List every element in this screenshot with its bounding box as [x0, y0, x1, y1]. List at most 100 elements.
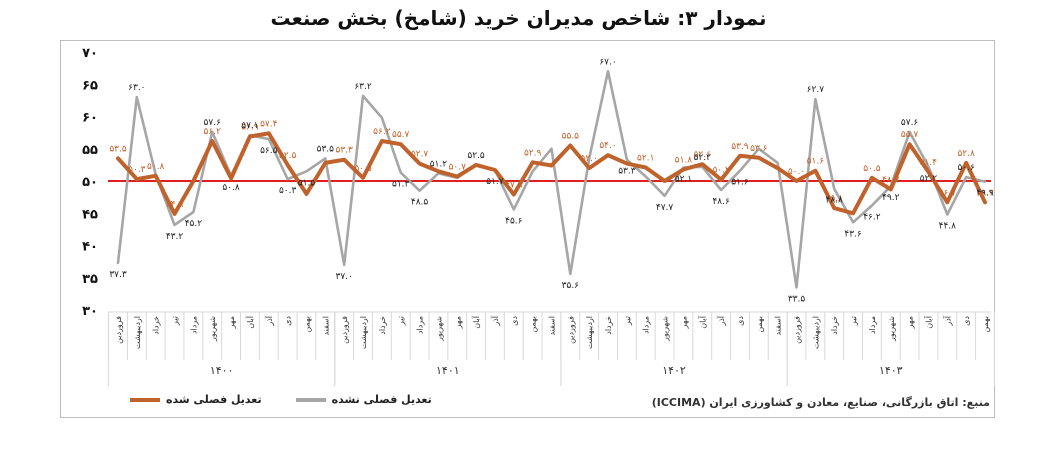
y-tick-label: ۶۵: [82, 78, 98, 93]
y-tick-label: ۵۰: [82, 175, 98, 190]
data-label-seasonal: ۵۵.۵: [562, 132, 580, 142]
month-label: اسفند: [548, 316, 557, 336]
month-label: شهریور: [434, 316, 443, 342]
data-label-seasonal: ۵۲.۹: [524, 148, 542, 158]
data-label-nonseasonal: ۴۷.۷: [656, 203, 674, 213]
data-label-seasonal: ۵۳.۵: [109, 144, 127, 154]
data-label-seasonal: ۴۷.۹: [505, 181, 523, 191]
y-tick-label: ۵۵: [82, 143, 98, 158]
y-tick-label: ۳۰: [82, 304, 98, 319]
month-label: مرداد: [189, 316, 198, 334]
data-label-seasonal: ۵۲.۵: [279, 151, 297, 161]
month-label: تیر: [849, 316, 858, 326]
data-label-seasonal: ۵۱.۶: [807, 157, 825, 167]
month-label: مرداد: [868, 316, 877, 334]
month-label: بهمن: [302, 316, 311, 333]
legend-label-seasonal: تعدیل فصلی شده: [166, 393, 262, 406]
month-label: بهمن: [529, 316, 538, 333]
month-label: تیر: [171, 316, 180, 326]
year-label: ۱۴۰۳: [879, 364, 903, 377]
month-label: آبان: [923, 315, 933, 329]
data-label-nonseasonal: ۶۳.۲: [354, 82, 372, 92]
month-label: آبان: [697, 315, 707, 329]
month-label: دی: [510, 316, 519, 326]
data-label-nonseasonal: ۵۱.۳: [392, 180, 410, 190]
month-label: اسفند: [321, 316, 330, 336]
data-label-seasonal: ۵۱.۴: [920, 158, 938, 168]
data-label-nonseasonal: ۶۷.۰: [599, 57, 616, 67]
data-label-nonseasonal: ۵۳.۳: [618, 167, 636, 177]
data-label-seasonal: ۵۷.۴: [260, 119, 278, 129]
data-label-nonseasonal: ۴۸.۵: [411, 198, 429, 208]
source-note: منبع: اتاق بازرگانی، صنایع، معادن و کشاو…: [651, 396, 990, 409]
data-label-seasonal: ۴۵.۸: [826, 194, 844, 204]
month-label: آذر: [942, 315, 952, 326]
data-label-nonseasonal: ۴۳.۲: [166, 232, 184, 242]
month-label: آذر: [490, 315, 500, 326]
data-label-seasonal: ۵۶.۲: [373, 127, 391, 137]
data-label-nonseasonal: ۴۹.۹: [976, 189, 994, 199]
data-label-nonseasonal: ۳۵.۶: [562, 281, 580, 291]
y-tick-label: ۳۵: [82, 272, 98, 287]
data-label-nonseasonal: ۳۷.۳: [109, 270, 127, 280]
data-label-nonseasonal: ۵۲.۱: [675, 174, 692, 184]
month-label: شهریور: [661, 316, 670, 342]
data-label-nonseasonal: ۶۲.۷: [807, 85, 825, 95]
month-label: اسفند: [774, 316, 783, 336]
data-label-nonseasonal: ۵۷.۶: [204, 118, 222, 128]
data-label-nonseasonal: ۵۱.۲: [430, 159, 448, 169]
month-label: مهر: [227, 316, 236, 329]
data-label-seasonal: ۵۳.۶: [750, 144, 768, 154]
data-label-nonseasonal: ۴۴.۸: [939, 222, 957, 232]
data-label-nonseasonal: ۶۳.۰: [128, 83, 145, 93]
data-label-nonseasonal: ۴۹.۲: [882, 193, 900, 203]
data-label-seasonal: ۴۸.۷: [882, 175, 900, 185]
month-label: اردیبهشت: [811, 316, 820, 349]
month-label: خرداد: [152, 316, 161, 335]
month-label: فروردین: [566, 316, 575, 344]
y-tick-label: ۴۵: [82, 207, 98, 222]
legend-item-nonseasonal: تعدیل فصلی نشده: [295, 393, 432, 406]
data-label-nonseasonal: ۵۰.۳: [279, 186, 297, 196]
data-label-nonseasonal: ۵۰.۸: [222, 183, 240, 193]
chart-frame: [60, 40, 995, 418]
data-label-seasonal: ۵۱.۸: [675, 155, 693, 165]
data-label-nonseasonal: ۵۶.۵: [260, 146, 278, 156]
data-label-seasonal: ۵۲.۱: [637, 153, 654, 163]
month-label: مهر: [679, 316, 688, 329]
legend-swatch-nonseasonal: [295, 397, 326, 402]
data-label-seasonal: ۵۲.۸: [957, 149, 975, 159]
data-label-seasonal: ۵۶.۲: [204, 127, 222, 137]
data-label-seasonal: ۵۴.۰: [599, 141, 616, 151]
month-label: خرداد: [604, 316, 613, 335]
month-label: مرداد: [642, 316, 651, 334]
data-label-seasonal: ۵۲.۷: [411, 150, 429, 160]
data-label-seasonal: ۵۵.۷: [392, 130, 410, 140]
data-label-nonseasonal: ۴۸.۶: [712, 197, 730, 207]
month-label: تیر: [623, 316, 632, 326]
data-label-nonseasonal: ۳۳.۵: [788, 294, 806, 304]
month-label: فروردین: [340, 316, 349, 344]
data-label-nonseasonal: ۵۰.۶: [957, 163, 975, 173]
data-label-seasonal: ۵۳.۳: [335, 146, 353, 156]
data-label-nonseasonal: ۵۳.۵: [317, 144, 335, 154]
data-label-nonseasonal: ۴۵.۲: [185, 219, 203, 229]
data-label-seasonal: ۵۰.۳: [128, 165, 146, 175]
month-label: بهمن: [981, 316, 990, 333]
year-label: ۱۴۰۲: [662, 364, 686, 377]
legend-label-nonseasonal: تعدیل فصلی نشده: [331, 393, 432, 406]
month-label: شهریور: [887, 316, 896, 342]
month-label: دی: [284, 316, 293, 326]
month-label: فروردین: [114, 316, 123, 344]
data-label-nonseasonal: ۵۲.۲: [920, 174, 938, 184]
month-label: دی: [962, 316, 971, 326]
data-label-seasonal: ۴۶.۷: [976, 188, 994, 198]
month-label: شهریور: [208, 316, 217, 342]
month-label: اردیبهشت: [133, 316, 142, 349]
data-label-seasonal: ۴۶.۷: [939, 188, 957, 198]
chart-title: نمودار ۳: شاخص مدیران خرید (شامخ) بخش صن…: [270, 6, 767, 30]
legend-swatch-seasonal: [130, 397, 160, 402]
month-label: اردیبهشت: [359, 316, 368, 349]
data-label-nonseasonal: ۵۱.۵: [298, 178, 316, 188]
